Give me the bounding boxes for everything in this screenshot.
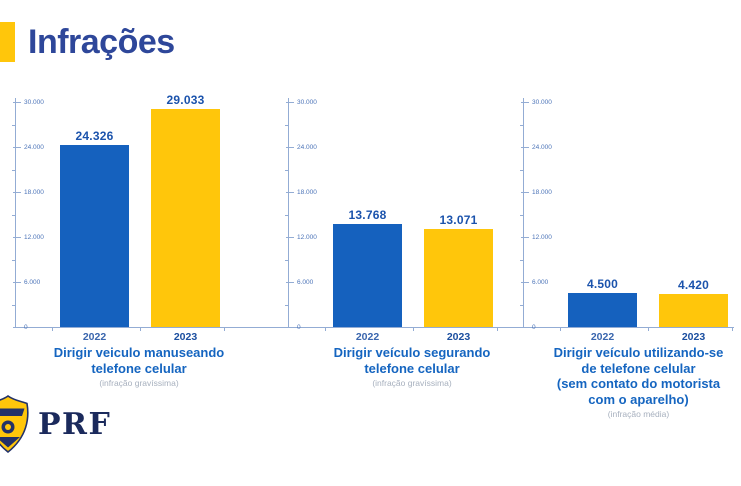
bar-value-label: 29.033 [166,93,205,108]
chart-subcaption: (infração média) [607,409,670,419]
bar-2022: 24.326 [60,129,129,327]
y-tick-label: 30.000 [532,98,552,106]
plot-area: 0 6.000 12.000 18.000 24.000 30.000 13.768 13.0… [273,98,523,331]
x-axis-tick [560,327,561,331]
prf-badge-icon [0,395,29,453]
x-axis-tick [325,327,326,331]
y-tick-label: 30.000 [24,98,44,106]
y-tick-label: 6.000 [24,278,41,286]
chart-panel-1: 2022 2023 0 6.000 12.000 18.000 24.000 30.000 24… [0,93,250,388]
y-tick-label: 24.000 [297,143,317,151]
x-axis-baseline [15,327,734,328]
y-tick-label: 12.000 [532,233,552,241]
bar-value-label: 13.768 [348,207,387,222]
x-tick-label-2022: 2022 [590,331,615,343]
y-tick-label: 6.000 [532,278,549,286]
x-tick-label-2023: 2023 [681,331,706,343]
plot-area: 0 6.000 12.000 18.000 24.000 30.000 24.326 29.0… [0,93,250,331]
bar-value-label: 13.071 [439,212,478,227]
bar-2023: 4.420 [659,278,728,327]
bar-2023: 29.033 [151,93,220,327]
x-axis-tick [52,327,53,331]
charts-row: 2022 2023 0 6.000 12.000 18.000 24.000 30.000 24… [0,93,741,430]
x-axis-tick [140,327,141,331]
y-axis [288,98,289,327]
plot-area: 0 6.000 12.000 18.000 24.000 30.000 4.500 4.420 [508,98,741,331]
bar-2022: 4.500 [568,277,637,327]
bar-2022: 13.768 [333,208,402,327]
y-tick-label: 12.000 [24,233,44,241]
x-axis-tick [224,327,225,331]
title-accent-bar [0,22,15,62]
y-tick-label: 24.000 [24,143,44,151]
x-tick-label-2022: 2022 [82,331,107,343]
page-title: Infrações [28,22,175,61]
chart-subcaption: (infração gravíssima) [99,378,179,388]
y-tick-label: 0 [24,323,28,331]
y-tick-label: 30.000 [297,98,317,106]
chart-caption: Dirigir veículo utilizando-se de telefone… [553,345,724,407]
bar-value-label: 4.500 [586,277,619,292]
chart-subcaption: (infração gravíssima) [372,378,452,388]
y-tick-label: 0 [532,323,536,331]
y-tick-label: 18.000 [24,188,44,196]
bar-value-label: 4.420 [677,277,710,292]
x-axis-tick [732,327,733,331]
y-tick-label: 24.000 [532,143,552,151]
chart-caption: Dirigir veiculo manuseando telefone celul… [53,345,225,376]
x-tick-label-2023: 2023 [173,331,198,343]
x-tick-label-2023: 2023 [446,331,471,343]
chart-panel-3: 2022 2023 0 6.000 12.000 18.000 24.000 30.000 4.… [508,95,741,419]
page-footer: PRF [0,393,111,455]
y-tick-label: 18.000 [297,188,317,196]
bar-2023: 13.071 [424,213,493,327]
x-axis-tick [497,327,498,331]
y-tick-label: 6.000 [297,278,314,286]
y-tick-label: 18.000 [532,188,552,196]
prf-logotype: PRF [38,406,112,442]
x-axis-tick [648,327,649,331]
chart-caption: Dirigir veículo segurando telefone celula… [333,345,491,376]
y-axis [523,98,524,327]
page-header: Infrações [0,22,175,62]
bar-value-label: 24.326 [75,128,114,143]
y-tick-label: 12.000 [297,233,317,241]
x-axis-tick [413,327,414,331]
x-tick-label-2022: 2022 [355,331,380,343]
chart-panel-2: 2022 2023 0 6.000 12.000 18.000 24.000 30.000 13… [273,95,523,388]
y-tick-label: 0 [297,323,301,331]
y-axis [15,98,16,327]
